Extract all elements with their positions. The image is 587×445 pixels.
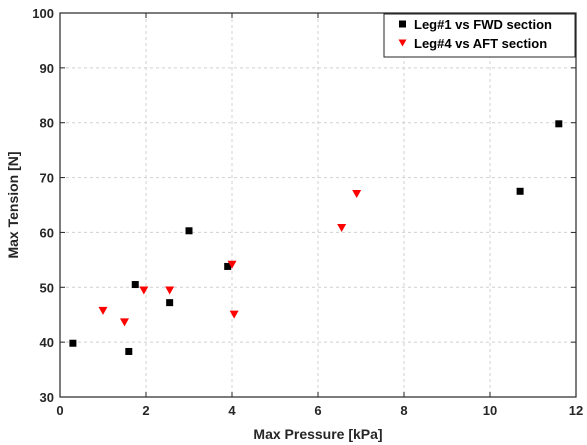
data-point-leg1 bbox=[69, 339, 77, 347]
x-tick-label: 12 bbox=[569, 403, 583, 418]
data-point-leg4 bbox=[120, 318, 129, 327]
y-tick-label: 90 bbox=[40, 61, 54, 76]
y-tick-label: 80 bbox=[40, 116, 54, 131]
x-tick-label: 2 bbox=[142, 403, 149, 418]
x-tick-label: 10 bbox=[483, 403, 497, 418]
y-tick-label: 70 bbox=[40, 171, 54, 186]
data-point-leg4 bbox=[337, 223, 347, 232]
x-tick-label: 0 bbox=[56, 403, 63, 418]
y-tick-label: 100 bbox=[32, 6, 54, 21]
legend-marker-leg4 bbox=[398, 39, 407, 47]
data-point-leg4 bbox=[227, 260, 237, 269]
data-point-leg1 bbox=[516, 187, 524, 195]
y-tick-label: 60 bbox=[40, 225, 54, 240]
data-point-leg1 bbox=[166, 299, 174, 307]
data-point-leg4 bbox=[98, 306, 108, 315]
data-point-leg4 bbox=[139, 286, 149, 295]
data-point-leg4 bbox=[352, 189, 362, 198]
legend: Leg#1 vs FWD section Leg#4 vs AFT sectio… bbox=[383, 13, 576, 58]
data-points bbox=[69, 120, 563, 355]
legend-box bbox=[383, 13, 576, 58]
y-axis-title: Max Tension [N] bbox=[5, 151, 21, 258]
data-point-leg1 bbox=[131, 281, 139, 289]
legend-label-leg4: Leg#4 vs AFT section bbox=[414, 36, 547, 51]
legend-label-leg1: Leg#1 vs FWD section bbox=[414, 17, 552, 32]
axis-ticks: 0 2 4 6 8 10 12 30 40 50 60 70 80 90 100 bbox=[32, 6, 583, 418]
data-point-leg1 bbox=[555, 120, 563, 128]
y-tick-label: 40 bbox=[40, 335, 54, 350]
x-tick-label: 4 bbox=[228, 403, 236, 418]
data-point-leg1 bbox=[125, 347, 133, 355]
data-point-leg1 bbox=[224, 262, 232, 270]
x-axis-title: Max Pressure [kPa] bbox=[253, 426, 382, 442]
data-point-leg4 bbox=[229, 310, 239, 319]
data-point-leg4 bbox=[165, 286, 175, 295]
legend-marker-leg1 bbox=[399, 20, 406, 28]
y-tick-label: 50 bbox=[40, 280, 54, 295]
data-point-leg1 bbox=[185, 227, 193, 235]
grid bbox=[60, 13, 576, 397]
x-tick-label: 8 bbox=[400, 403, 407, 418]
y-tick-label: 30 bbox=[40, 390, 54, 405]
x-tick-label: 6 bbox=[314, 403, 321, 418]
